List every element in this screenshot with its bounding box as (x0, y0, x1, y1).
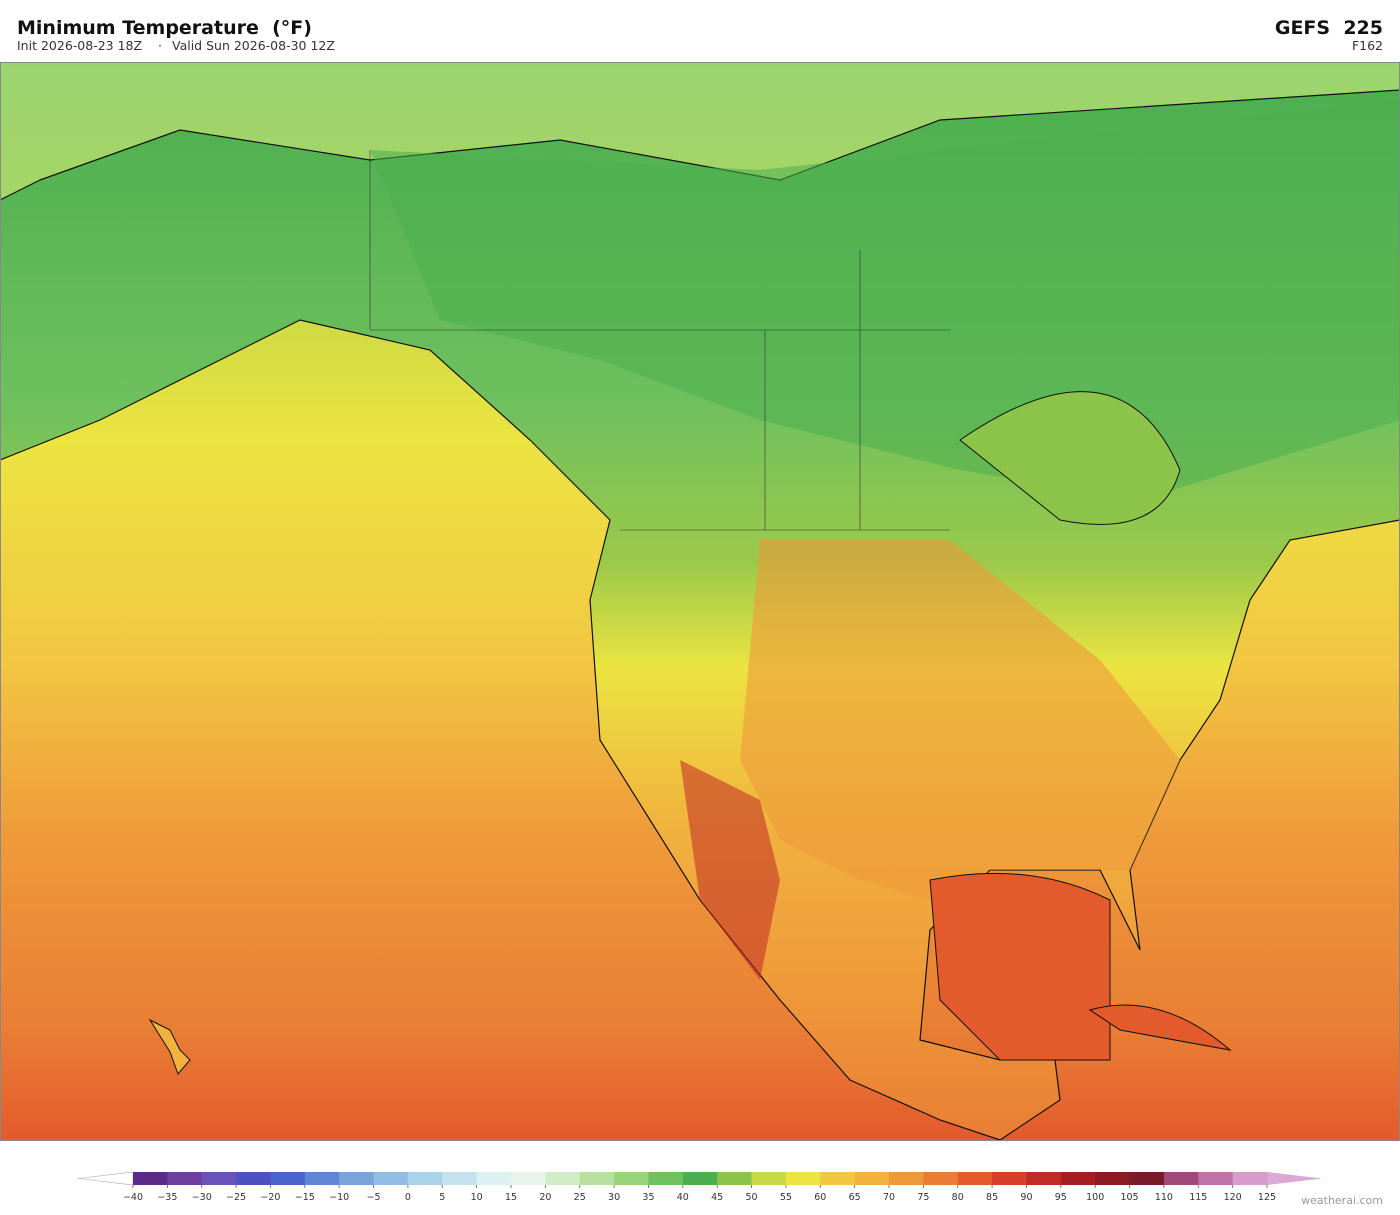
colorbar-tick-label: 50 (745, 1192, 757, 1203)
colorbar-segment (1232, 1172, 1268, 1185)
colorbar-tick-label: 100 (1086, 1192, 1104, 1203)
colorbar-segment (133, 1172, 168, 1185)
colorbar-segment (1095, 1172, 1131, 1185)
colorbar-tick-label: 60 (814, 1192, 826, 1203)
colorbar-segment (717, 1172, 753, 1185)
colorbar: −40 −35 −30 −25 −20 −15 −10 −5 0 5 10 15 20 25 30 35 40 4… (77, 1171, 1322, 1203)
colorbar-segment (407, 1172, 443, 1185)
colorbar-tick-label: −35 (157, 1192, 177, 1203)
colorbar-tick-label: 35 (642, 1192, 654, 1203)
colorbar-segment (854, 1172, 890, 1185)
colorbar-tick-label: −10 (329, 1192, 349, 1203)
colorbar-tick-label: 15 (505, 1192, 517, 1203)
colorbar-segment (820, 1172, 856, 1185)
colorbar-tick-label: 20 (539, 1192, 551, 1203)
colorbar-tick-label: 125 (1258, 1192, 1276, 1203)
credit: weatherai.com (1301, 1194, 1383, 1207)
colorbar-segment (545, 1172, 581, 1185)
colorbar-tick-label: 55 (780, 1192, 792, 1203)
map-title: Minimum Temperature (°F) (17, 17, 312, 39)
colorbar-segment (201, 1172, 237, 1185)
colorbar-segment (236, 1172, 271, 1185)
colorbar-tick-label: 5 (439, 1192, 445, 1203)
hot-region (680, 760, 780, 980)
colorbar-segment (1198, 1172, 1234, 1185)
colorbar-tick-label: 80 (952, 1192, 964, 1203)
colorbar-segment (614, 1172, 649, 1185)
colorbar-segment (373, 1172, 409, 1185)
cool-region (370, 100, 1400, 500)
warm-region (740, 540, 1180, 900)
valid-time: Valid Sun 2026-08-30 12Z (172, 38, 335, 53)
colorbar-segment (167, 1172, 203, 1185)
init-time: Init 2026-08-23 18Z (17, 38, 142, 53)
colorbar-tick-label: 115 (1189, 1192, 1207, 1203)
colorbar-tick-label: 70 (883, 1192, 895, 1203)
colorbar-segment (270, 1172, 306, 1185)
colorbar-segment (442, 1172, 478, 1185)
borders (369, 150, 950, 531)
colorbar-tick-label: 75 (917, 1192, 929, 1203)
colorbar-segment (304, 1172, 340, 1185)
colorbar-tick-label: −20 (260, 1192, 280, 1203)
colorbar-tick-label: 45 (711, 1192, 723, 1203)
colorbar-segment (923, 1172, 959, 1185)
colorbar-over (1267, 1172, 1322, 1185)
colorbar-tick-label: 0 (405, 1192, 411, 1203)
colorbar-under (77, 1171, 134, 1186)
colorbar-tick-label: 25 (574, 1192, 586, 1203)
colorbar-tick-label: 105 (1120, 1192, 1138, 1203)
colorbar-tick-label: 110 (1155, 1192, 1173, 1203)
colorbar-segment (511, 1172, 546, 1185)
colorbar-segment (476, 1172, 512, 1185)
hudson-bay (959, 391, 1181, 525)
map (0, 62, 1400, 1140)
colorbar-tick-label: 85 (986, 1192, 998, 1203)
colorbar-tick-label: −40 (123, 1192, 143, 1203)
colorbar-segment (889, 1172, 924, 1185)
colorbar-tick-label: −25 (226, 1192, 246, 1203)
colorbar-segment (1163, 1172, 1199, 1185)
colorbar-tick-label: 65 (849, 1192, 861, 1203)
cuba (1088, 1004, 1232, 1051)
colorbar-tick-label: −15 (295, 1192, 315, 1203)
colorbar-segment (1129, 1172, 1165, 1185)
colorbar-tick-label: 40 (677, 1192, 689, 1203)
colorbar-segment (648, 1172, 684, 1185)
colorbar-tick-label: 10 (471, 1192, 483, 1203)
model-name: GEFS 225 (1275, 17, 1383, 39)
colorbar-segment (1060, 1172, 1096, 1185)
colorbar-tick-label: 30 (608, 1192, 620, 1203)
colorbar-segment (785, 1172, 821, 1185)
colorbar-tick-label: 95 (1055, 1192, 1067, 1203)
colorbar-segment (751, 1172, 787, 1185)
colorbar-segment (682, 1172, 718, 1185)
colorbar-segment (1026, 1172, 1062, 1185)
colorbar-segment (992, 1172, 1027, 1185)
separator: · (158, 38, 162, 53)
colorbar-segment (339, 1172, 375, 1185)
colorbar-tick-label: −5 (367, 1192, 381, 1203)
colorbar-tick-label: −30 (192, 1192, 212, 1203)
hawaii (148, 1018, 191, 1075)
colorbar-tick-label: 120 (1224, 1192, 1242, 1203)
colorbar-segment (579, 1172, 615, 1185)
colorbar-segment (957, 1172, 993, 1185)
forecast-hour: F162 (1352, 38, 1383, 53)
colorbar-tick-label: 90 (1020, 1192, 1032, 1203)
